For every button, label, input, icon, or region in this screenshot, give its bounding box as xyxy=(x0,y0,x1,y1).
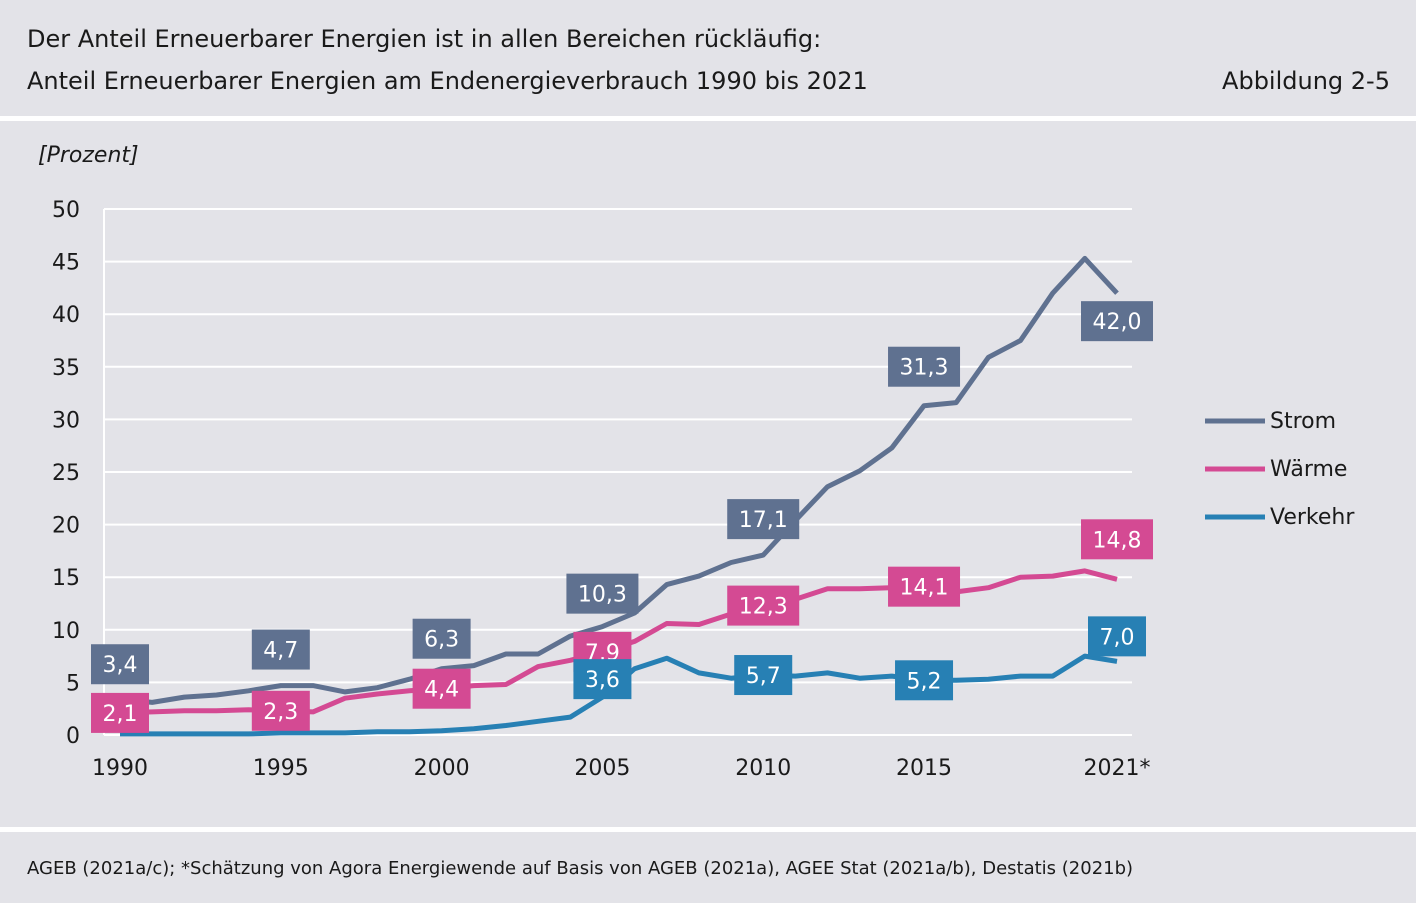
data-label: 42,0 xyxy=(1093,310,1142,335)
x-tick-label: 1990 xyxy=(92,756,148,781)
data-label: 5,2 xyxy=(907,669,942,694)
x-tick-label: 2000 xyxy=(414,756,470,781)
header-panel: Der Anteil Erneuerbarer Energien ist in … xyxy=(0,0,1416,116)
data-label-box xyxy=(888,346,961,387)
data-label-box xyxy=(412,668,471,709)
data-label: 31,3 xyxy=(900,356,949,381)
y-tick-label: 0 xyxy=(66,724,80,749)
chart-subtitle: Anteil Erneuerbarer Energien am Endenerg… xyxy=(27,67,868,95)
x-tick-label: 2005 xyxy=(574,756,630,781)
data-label: 6,3 xyxy=(424,628,459,653)
data-label-box xyxy=(1088,616,1146,657)
data-label: 12,3 xyxy=(739,595,788,620)
data-label-box xyxy=(566,573,639,614)
y-tick-label: 20 xyxy=(52,514,80,539)
chart-title: Der Anteil Erneuerbarer Energien ist in … xyxy=(27,25,822,53)
legend-label: Verkehr xyxy=(1270,505,1355,530)
data-label: 14,8 xyxy=(1093,528,1142,553)
y-tick-label: 10 xyxy=(52,619,80,644)
data-label: 17,1 xyxy=(739,508,788,533)
data-label: 10,3 xyxy=(578,583,627,608)
y-tick-label: 45 xyxy=(52,251,80,276)
y-axis-label: [Prozent] xyxy=(38,143,139,168)
x-tick-label: 2010 xyxy=(735,756,791,781)
data-label-box xyxy=(1081,519,1153,560)
data-label: 7,0 xyxy=(1100,625,1135,650)
footer-panel: AGEB (2021a/c); *Schätzung von Agora Ene… xyxy=(0,832,1416,903)
data-label-box xyxy=(1081,301,1153,342)
data-label-box xyxy=(888,566,961,607)
y-tick-label: 30 xyxy=(52,408,80,433)
y-tick-label: 15 xyxy=(52,566,80,591)
data-label-box xyxy=(727,499,800,540)
data-label-box xyxy=(91,692,149,733)
y-tick-label: 35 xyxy=(52,356,80,381)
data-label-box xyxy=(734,655,793,696)
y-tick-label: 50 xyxy=(52,198,80,223)
data-label: 3,6 xyxy=(585,668,620,693)
data-label: 2,3 xyxy=(263,700,298,725)
data-label-box xyxy=(895,660,954,701)
x-tick-label: 2015 xyxy=(896,756,952,781)
data-label-box xyxy=(251,629,310,670)
data-label-box xyxy=(91,644,149,685)
x-tick-label: 1995 xyxy=(253,756,309,781)
y-tick-label: 5 xyxy=(66,671,80,696)
data-label-box xyxy=(412,618,471,659)
series-line-strom xyxy=(119,255,1119,705)
data-label: 2,1 xyxy=(103,702,138,727)
data-label: 5,7 xyxy=(746,664,781,689)
legend-label: Wärme xyxy=(1270,457,1347,482)
data-label: 4,4 xyxy=(424,678,459,703)
data-label: 14,1 xyxy=(900,576,949,601)
y-tick-label: 25 xyxy=(52,461,80,486)
source-note: AGEB (2021a/c); *Schätzung von Agora Ene… xyxy=(27,858,1134,879)
data-label-box xyxy=(251,690,310,731)
data-label: 4,7 xyxy=(263,639,298,664)
legend-label: Strom xyxy=(1270,409,1336,434)
data-label-box xyxy=(727,585,800,626)
x-tick-label: 2021* xyxy=(1084,756,1151,781)
figure-label: Abbildung 2-5 xyxy=(1222,67,1390,95)
data-label-box xyxy=(573,659,632,700)
y-tick-label: 40 xyxy=(52,303,80,328)
data-label: 3,4 xyxy=(103,653,138,678)
